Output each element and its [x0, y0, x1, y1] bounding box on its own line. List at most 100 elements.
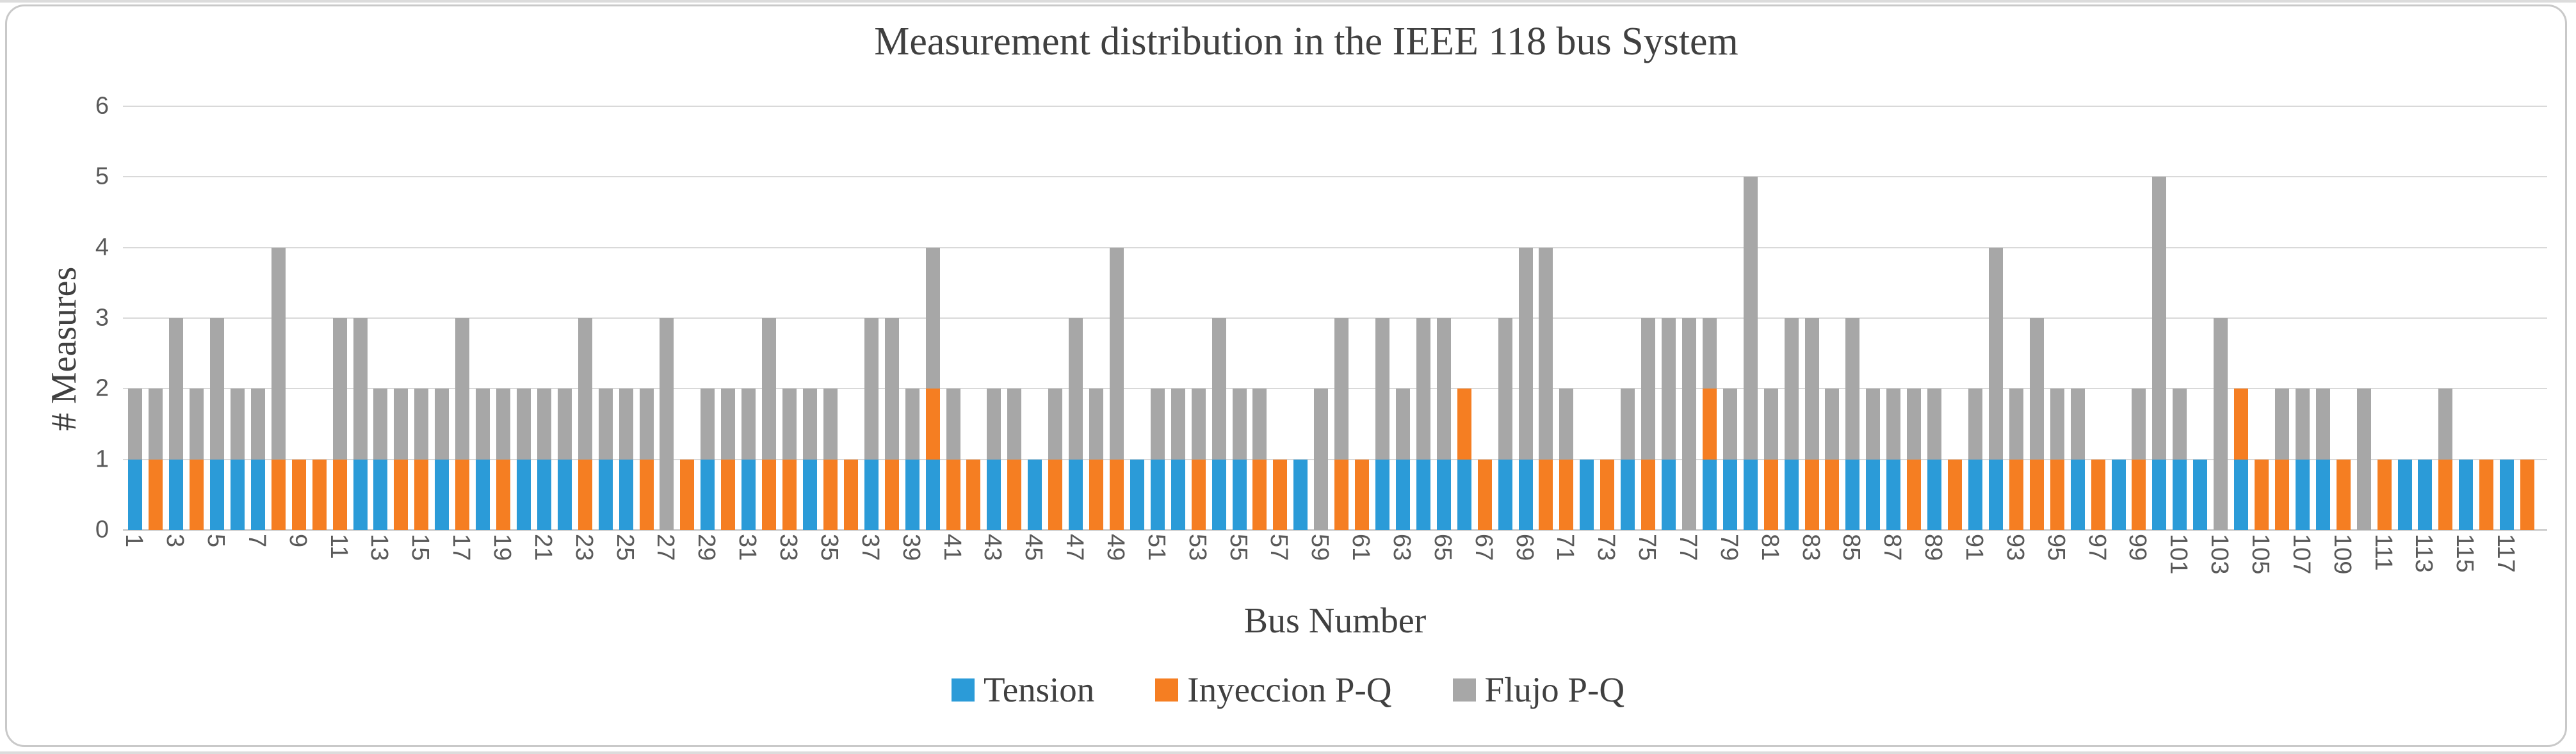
x-tick-label-43: 43: [979, 534, 1007, 561]
bar-bus36-inyeccion-p-q: [843, 459, 858, 530]
x-tick-label-15: 15: [407, 534, 434, 561]
bar-bus66-inyeccion-p-q: [1457, 389, 1471, 460]
bar-bus3-flujo-p-q: [169, 318, 184, 460]
y-tick-label-1: 1: [95, 445, 109, 473]
bar-bus101-tension: [2173, 459, 2187, 530]
bar-bus12-flujo-p-q: [353, 318, 368, 460]
bar-bus91-flujo-p-q: [1968, 389, 1982, 460]
x-tick-label-91: 91: [1961, 534, 1988, 561]
bar-bus62-flujo-p-q: [1375, 318, 1390, 460]
bar-bus60-flujo-p-q: [1334, 318, 1349, 460]
bar-bus30-flujo-p-q: [721, 389, 736, 460]
legend-swatch-icon: [1452, 678, 1476, 702]
x-tick-label-23: 23: [570, 534, 597, 561]
bar-bus14-inyeccion-p-q: [394, 459, 409, 530]
bar-bus78-inyeccion-p-q: [1702, 389, 1717, 460]
bar-bus19-inyeccion-p-q: [496, 459, 511, 530]
x-tick-label-13: 13: [366, 534, 393, 561]
bar-bus35-flujo-p-q: [823, 389, 838, 460]
bar-bus1-tension: [128, 459, 143, 530]
x-tick-label-107: 107: [2287, 534, 2315, 575]
legend-label: Flujo P-Q: [1484, 670, 1625, 709]
bar-bus6-flujo-p-q: [230, 389, 245, 460]
bar-bus86-flujo-p-q: [1866, 389, 1881, 460]
bar-bus18-tension: [476, 459, 490, 530]
y-tick-label-3: 3: [95, 304, 109, 332]
bar-bus4-flujo-p-q: [190, 389, 204, 460]
x-tick-label-55: 55: [1224, 534, 1252, 561]
bar-bus32-inyeccion-p-q: [762, 459, 777, 530]
bar-bus76-flujo-p-q: [1662, 318, 1676, 460]
bar-bus69-tension: [1518, 459, 1533, 530]
bar-bus44-flujo-p-q: [1007, 389, 1022, 460]
bar-bus48-flujo-p-q: [1089, 389, 1103, 460]
y-tick-label-5: 5: [95, 163, 109, 190]
bar-bus32-flujo-p-q: [762, 318, 777, 460]
legend-swatch-icon: [951, 678, 975, 702]
x-tick-label-51: 51: [1142, 534, 1170, 561]
bar-bus65-flujo-p-q: [1436, 318, 1451, 460]
bar-bus114-inyeccion-p-q: [2438, 459, 2453, 530]
bar-bus108-flujo-p-q: [2315, 389, 2330, 460]
bar-bus116-inyeccion-p-q: [2479, 459, 2494, 530]
x-tick-label-11: 11: [325, 534, 352, 559]
bar-bus112-tension: [2397, 459, 2412, 530]
x-tick-label-35: 35: [815, 534, 843, 561]
bar-bus111-inyeccion-p-q: [2377, 459, 2392, 530]
bar-bus68-flujo-p-q: [1498, 318, 1512, 460]
bar-bus81-inyeccion-p-q: [1763, 459, 1778, 530]
x-tick-label-87: 87: [1879, 534, 1906, 561]
bar-bus78-tension: [1702, 459, 1717, 530]
bar-bus97-inyeccion-p-q: [2091, 459, 2105, 530]
bar-bus75-inyeccion-p-q: [1641, 459, 1656, 530]
bar-bus88-flujo-p-q: [1907, 389, 1922, 460]
bar-bus2-flujo-p-q: [149, 389, 163, 460]
bar-bus16-flujo-p-q: [435, 389, 450, 460]
bar-bus3-tension: [169, 459, 184, 530]
x-tick-label-89: 89: [1920, 534, 1947, 561]
x-tick-label-25: 25: [611, 534, 638, 561]
bar-bus90-inyeccion-p-q: [1948, 459, 1963, 530]
bar-bus51-tension: [1150, 459, 1165, 530]
bar-bus24-tension: [598, 459, 613, 530]
figure-panel: [5, 4, 2567, 747]
x-tick-label-97: 97: [2083, 534, 2110, 561]
bar-bus75-flujo-p-q: [1641, 318, 1656, 460]
bar-bus76-tension: [1662, 459, 1676, 530]
bar-bus110-flujo-p-q: [2356, 389, 2371, 530]
bar-bus78-flujo-p-q: [1702, 318, 1717, 389]
bar-bus107-tension: [2295, 459, 2310, 530]
bar-bus87-flujo-p-q: [1886, 389, 1901, 460]
x-tick-label-45: 45: [1020, 534, 1048, 561]
x-tick-label-67: 67: [1470, 534, 1497, 561]
bar-bus82-flujo-p-q: [1784, 318, 1799, 460]
bar-bus118-inyeccion-p-q: [2520, 459, 2535, 530]
x-tick-label-7: 7: [243, 534, 270, 548]
bar-bus60-inyeccion-p-q: [1334, 459, 1349, 530]
bar-bus18-flujo-p-q: [476, 389, 490, 460]
bar-bus85-flujo-p-q: [1845, 318, 1860, 460]
bar-bus34-flujo-p-q: [802, 389, 817, 460]
bar-bus10-inyeccion-p-q: [312, 459, 327, 530]
x-tick-label-95: 95: [2042, 534, 2070, 561]
bar-bus41-flujo-p-q: [946, 389, 960, 460]
bar-bus20-flujo-p-q: [516, 389, 531, 460]
bar-bus92-flujo-p-q: [1988, 247, 2003, 460]
bar-bus37-flujo-p-q: [864, 318, 879, 460]
x-tick-label-31: 31: [734, 534, 761, 561]
x-tick-label-1: 1: [120, 534, 148, 548]
bar-bus46-flujo-p-q: [1048, 389, 1063, 460]
x-tick-label-19: 19: [489, 534, 516, 561]
x-tick-label-3: 3: [161, 534, 189, 548]
bar-bus50-tension: [1130, 459, 1144, 530]
bar-bus27-flujo-p-q: [660, 318, 674, 530]
bar-bus5-flujo-p-q: [210, 318, 225, 460]
bar-bus99-inyeccion-p-q: [2132, 459, 2146, 530]
bar-bus29-tension: [701, 459, 715, 530]
bar-bus94-inyeccion-p-q: [2029, 459, 2044, 530]
bar-bus66-tension: [1457, 459, 1471, 530]
bar-bus4-inyeccion-p-q: [190, 459, 204, 530]
bar-bus81-flujo-p-q: [1763, 389, 1778, 460]
bar-bus70-flujo-p-q: [1539, 247, 1553, 460]
bar-bus96-tension: [2070, 459, 2085, 530]
